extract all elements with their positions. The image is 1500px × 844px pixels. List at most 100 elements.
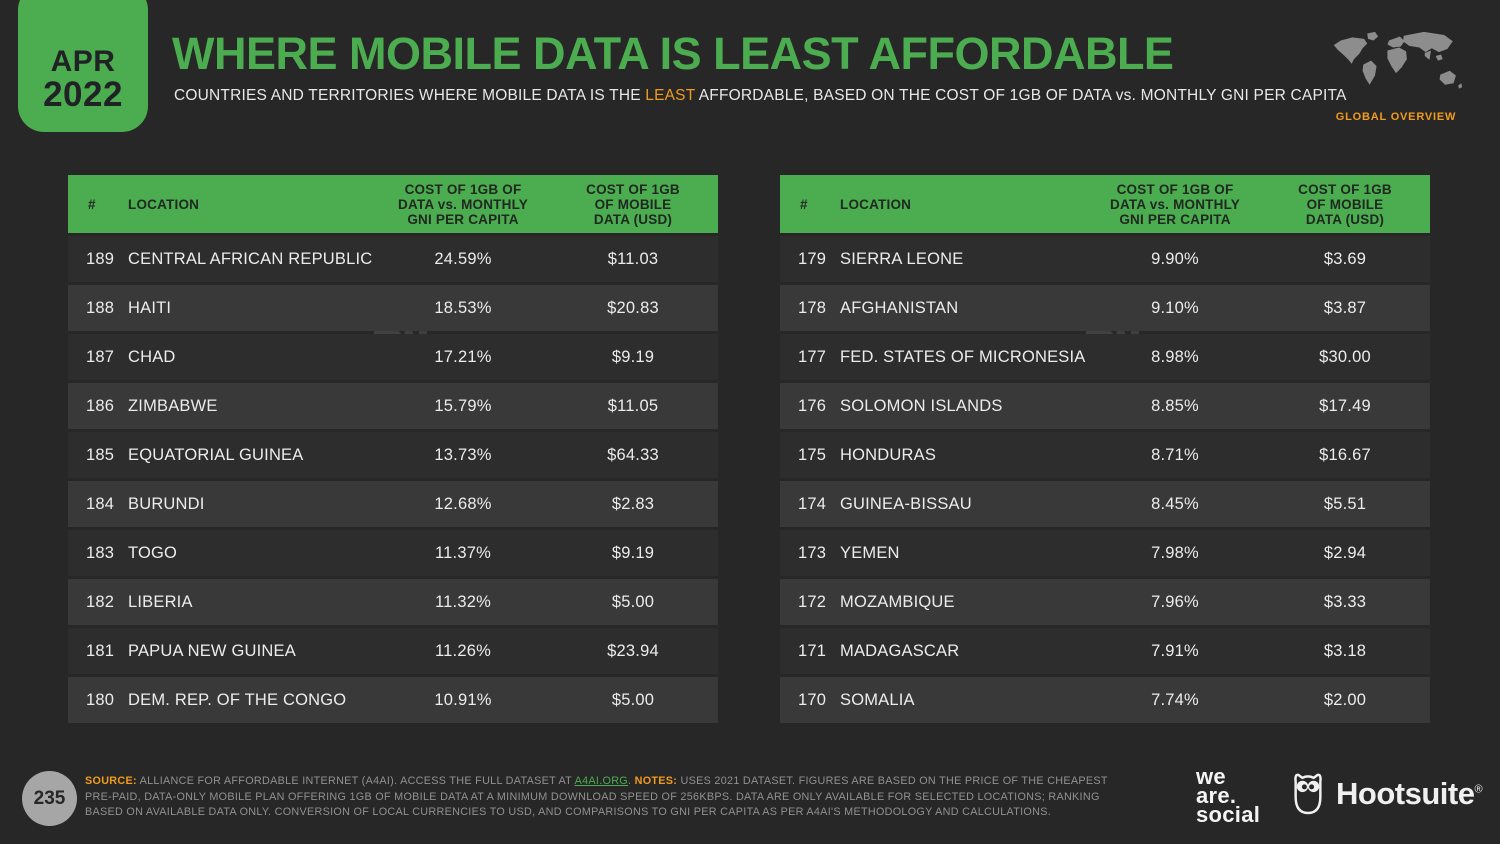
pct-cell: 11.32% <box>435 592 491 611</box>
page-number: 235 <box>33 787 66 809</box>
usd-cell: $20.83 <box>607 298 659 317</box>
location-cell: MOZAMBIQUE <box>840 592 955 611</box>
table-row: 175 HONDURAS 8.71% $16.67 <box>780 432 1430 478</box>
hootsuite-logo: Hootsuite® <box>1289 770 1483 818</box>
subtitle-highlight: LEAST <box>645 87 696 104</box>
world-map-icon <box>1333 31 1463 89</box>
location-cell: AFGHANISTAN <box>840 298 959 317</box>
table-row: 170 SOMALIA 7.74% $2.00 <box>780 677 1430 723</box>
pct-cell: 9.10% <box>1151 298 1199 317</box>
rank-table-left: # LOCATION COST OF 1GB OF DATA vs. MONTH… <box>68 175 718 723</box>
table-row: 173 YEMEN 7.98% $2.94 <box>780 530 1430 576</box>
usd-cell: $16.67 <box>1319 445 1371 464</box>
table-row: 185 EQUATORIAL GUINEA 13.73% $64.33 <box>68 432 718 478</box>
location-cell: TOGO <box>128 543 178 562</box>
source-text: ALLIANCE FOR AFFORDABLE INTERNET (A4AI).… <box>136 775 575 787</box>
hootsuite-wordmark: Hootsuite® <box>1336 776 1483 811</box>
pct-cell: 8.71% <box>1151 445 1199 464</box>
location-cell: SOMALIA <box>840 690 915 709</box>
location-cell: CHAD <box>128 347 176 366</box>
table-body-right: 179 SIERRA LEONE 9.90% $3.69 178 AFGHANISTAN 9… <box>780 236 1430 723</box>
notes-label: NOTES: <box>634 775 678 787</box>
table-row: 176 SOLOMON ISLANDS 8.85% $17.49 <box>780 383 1430 429</box>
notes-text: USES 2021 DATASET. FIGURES ARE BASED ON … <box>85 775 1108 818</box>
usd-cell: $5.51 <box>1323 494 1367 513</box>
badge-year: 2022 <box>43 75 123 115</box>
table-row: 181 PAPUA NEW GUINEA 11.26% $23.94 <box>68 628 718 674</box>
location-cell: HONDURAS <box>840 445 937 464</box>
table-row: 179 SIERRA LEONE 9.90% $3.69 <box>780 236 1430 282</box>
location-cell: MADAGASCAR <box>840 641 960 660</box>
source-link[interactable]: A4AI.ORG <box>574 775 628 787</box>
table-row: 182 LIBERIA 11.32% $5.00 <box>68 579 718 625</box>
rank-cell: 175 <box>798 445 827 464</box>
was-logo-line: are. <box>1196 783 1237 808</box>
was-logo-line: we <box>1196 764 1226 789</box>
pct-cell: 7.98% <box>1151 543 1199 562</box>
table-row: 188 HAITI 18.53% $20.83 <box>68 285 718 331</box>
location-cell: GUINEA-BISSAU <box>840 494 972 513</box>
global-overview-block: GLOBAL OVERVIEW <box>1322 26 1470 123</box>
pct-cell: 7.74% <box>1151 690 1199 709</box>
location-cell: PAPUA NEW GUINEA <box>128 641 296 660</box>
rank-cell: 177 <box>798 347 827 366</box>
pct-cell: 10.91% <box>434 690 492 709</box>
registered-mark: ® <box>1474 783 1483 796</box>
location-cell: CENTRAL AFRICAN REPUBLIC <box>128 249 373 268</box>
table-header-row: # LOCATION COST OF 1GB OF DATA vs. MONTH… <box>780 175 1430 233</box>
rank-cell: 174 <box>798 494 827 513</box>
rank-cell: 179 <box>798 249 827 268</box>
usd-cell: $3.18 <box>1323 641 1367 660</box>
usd-cell: $9.19 <box>611 543 655 562</box>
col-header-rank: # <box>800 196 808 212</box>
location-cell: BURUNDI <box>128 494 205 513</box>
usd-cell: $17.49 <box>1319 396 1371 415</box>
rank-cell: 183 <box>86 543 115 562</box>
source-label: SOURCE: <box>85 775 137 787</box>
pct-cell: 9.90% <box>1151 249 1199 268</box>
col-header-rank: # <box>88 196 96 212</box>
location-cell: YEMEN <box>840 543 900 562</box>
rank-cell: 180 <box>86 690 115 709</box>
usd-cell: $23.94 <box>607 641 659 660</box>
table-row: 171 MADAGASCAR 7.91% $3.18 <box>780 628 1430 674</box>
usd-cell: $11.03 <box>607 249 659 268</box>
badge-month: APR <box>50 44 116 78</box>
rank-cell: 185 <box>86 445 115 464</box>
global-overview-label: GLOBAL OVERVIEW <box>1335 111 1457 123</box>
usd-cell: $3.69 <box>1323 249 1367 268</box>
usd-cell: $2.83 <box>611 494 655 513</box>
table-row: 187 CHAD 17.21% $9.19 <box>68 334 718 380</box>
pct-cell: 17.21% <box>434 347 492 366</box>
usd-cell: $30.00 <box>1319 347 1371 366</box>
table-row: 189 CENTRAL AFRICAN REPUBLIC 24.59% $11.03 <box>68 236 718 282</box>
rank-cell: 189 <box>86 249 115 268</box>
pct-cell: 8.98% <box>1151 347 1199 366</box>
rank-table-right: # LOCATION COST OF 1GB OF DATA vs. MONTH… <box>780 175 1430 723</box>
usd-cell: $3.87 <box>1323 298 1367 317</box>
table-row: 180 DEM. REP. OF THE CONGO 10.91% $5.00 <box>68 677 718 723</box>
location-cell: SOLOMON ISLANDS <box>840 396 1003 415</box>
pct-cell: 24.59% <box>434 249 492 268</box>
rank-cell: 170 <box>798 690 827 709</box>
location-cell: LIBERIA <box>128 592 193 611</box>
col-header-location: LOCATION <box>840 196 912 212</box>
date-badge: APR 2022 <box>18 0 148 132</box>
usd-cell: $2.00 <box>1323 690 1367 709</box>
pct-cell: 7.91% <box>1151 641 1199 660</box>
table-row: 177 FED. STATES OF MICRONESIA 8.98% $30.00 <box>780 334 1430 380</box>
table-row: 174 GUINEA-BISSAU 8.45% $5.51 <box>780 481 1430 527</box>
was-logo-line: social <box>1196 802 1261 827</box>
usd-cell: $9.19 <box>611 347 655 366</box>
table-row: 186 ZIMBABWE 15.79% $11.05 <box>68 383 718 429</box>
col-header-usd: COST OF 1GB OF MOBILE DATA (USD) <box>586 181 680 227</box>
location-cell: SIERRA LEONE <box>840 249 964 268</box>
pct-cell: 13.73% <box>434 445 492 464</box>
rank-cell: 184 <box>86 494 115 513</box>
location-cell: EQUATORIAL GUINEA <box>128 445 304 464</box>
usd-cell: $11.05 <box>607 396 659 415</box>
usd-cell: $5.00 <box>611 592 655 611</box>
subtitle-text: AFFORDABLE, BASED ON THE COST OF 1GB OF … <box>695 87 1347 104</box>
page-title: WHERE MOBILE DATA IS LEAST AFFORDABLE <box>172 28 1174 79</box>
usd-cell: $64.33 <box>607 445 659 464</box>
